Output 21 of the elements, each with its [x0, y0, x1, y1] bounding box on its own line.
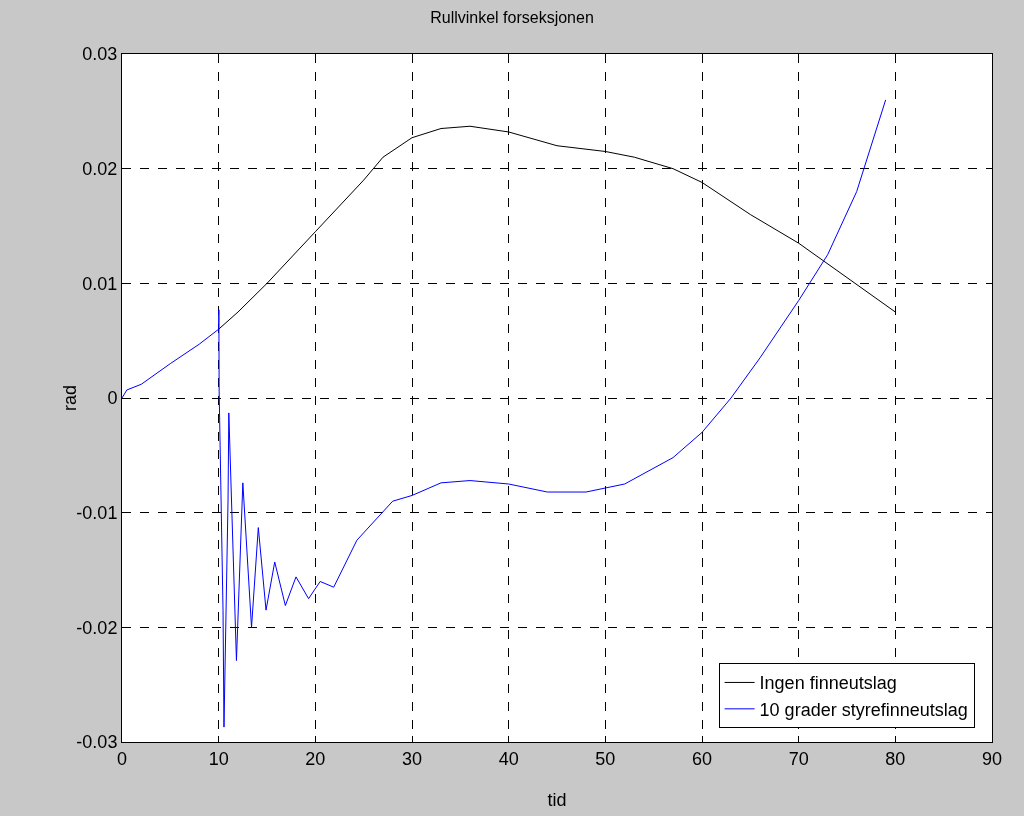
x-tick-label: 90: [981, 748, 1003, 769]
y-tick-label: -0.02: [76, 617, 118, 638]
y-tick-label: 0.01: [82, 273, 118, 294]
y-tick-label: 0.02: [82, 158, 118, 179]
y-tick-label: 0.03: [82, 44, 118, 65]
y-tick-label: -0.03: [76, 732, 118, 753]
x-tick-label: 40: [498, 748, 519, 769]
x-tick-label: 50: [595, 748, 616, 769]
legend-label: 10 grader styrefinneutslag: [759, 699, 968, 720]
x-tick-label: 20: [305, 748, 326, 769]
y-tick-label: 0: [107, 388, 118, 409]
x-tick-label: 80: [885, 748, 906, 769]
x-tick-label: 10: [208, 748, 229, 769]
x-axis-title: tid: [547, 790, 567, 810]
legend-label: Ingen finneutslag: [759, 673, 897, 694]
y-axis-title: rad: [60, 384, 80, 412]
x-tick-label: 60: [691, 748, 713, 769]
y-tick-label: -0.01: [76, 502, 118, 523]
chart-title: Rullvinkel forseksjonen: [430, 9, 594, 27]
x-tick-label: 30: [401, 748, 423, 769]
x-tick-label: 70: [788, 748, 809, 769]
